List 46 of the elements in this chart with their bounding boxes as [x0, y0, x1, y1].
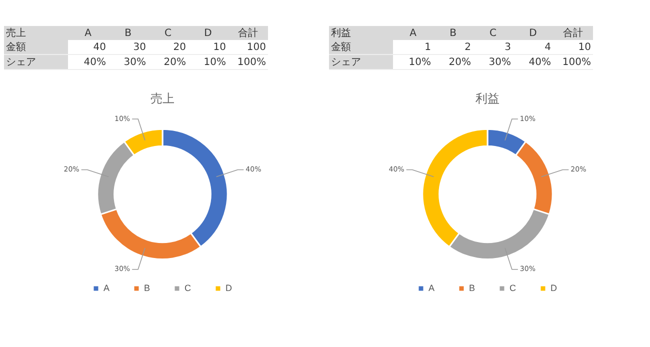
text: 40%	[528, 56, 551, 68]
legend-label: A	[428, 282, 435, 293]
legend-label: B	[469, 282, 476, 293]
legend-label: B	[144, 282, 150, 293]
text: 金額	[329, 40, 393, 54]
text: 30%	[124, 56, 146, 68]
chart-title: 利益	[331, 28, 351, 39]
text: 40%	[84, 56, 106, 68]
text: 100	[228, 40, 268, 54]
legend-label: C	[184, 282, 192, 293]
text: 4	[513, 40, 553, 54]
legend-label: A	[104, 282, 110, 293]
legend-label: D	[226, 282, 233, 293]
category-label: C	[490, 28, 496, 38]
chart-title: 売上	[6, 28, 26, 39]
text: 30	[108, 40, 148, 54]
category-label: A	[410, 28, 416, 38]
category-label: A	[84, 28, 92, 38]
text: 20%	[448, 56, 471, 68]
text: 100%	[553, 54, 593, 70]
text: 10	[188, 40, 228, 54]
text: 10%	[204, 56, 226, 68]
category-label: B	[450, 28, 456, 38]
text: 30%	[488, 56, 511, 68]
text: シェア	[4, 54, 68, 70]
text: 10%	[408, 56, 431, 68]
text: 100%	[228, 54, 268, 70]
category-label: C	[164, 28, 172, 38]
legend-label: C	[510, 282, 517, 293]
category-label: B	[124, 28, 132, 38]
text: 10	[553, 40, 593, 54]
text: 合計	[228, 26, 268, 40]
text: 金額	[4, 40, 68, 54]
text: シェア	[329, 54, 393, 70]
text: 2	[433, 40, 473, 54]
text: 3	[473, 40, 513, 54]
category-label: D	[529, 28, 537, 38]
chart-title: 売上	[150, 91, 174, 106]
text: 20%	[164, 56, 186, 68]
text: 40	[68, 40, 108, 54]
text: 20	[148, 40, 188, 54]
legend-label: D	[550, 282, 558, 293]
category-label: D	[204, 28, 212, 38]
chart-title: 利益	[476, 91, 500, 106]
text: 合計	[553, 26, 593, 40]
text: 1	[393, 40, 433, 54]
